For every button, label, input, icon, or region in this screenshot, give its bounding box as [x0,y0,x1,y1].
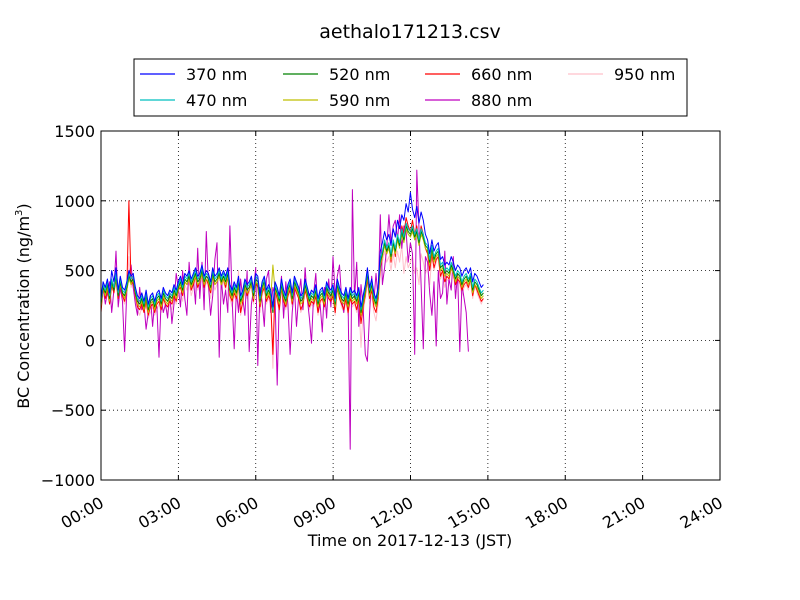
series-line-520-nm [100,225,484,313]
legend-label: 880 nm [471,91,532,110]
y-axis-label: BC Concentration (ng/m3) [14,203,33,408]
y-axis-label-superscript: 3 [14,210,25,216]
legend: 370 nm 520 nm 660 nm 950 nm 470 nm 590 nm 880 … [133,58,688,117]
legend-box [133,58,688,117]
series-layer [100,169,484,450]
series-line-470-nm [100,222,484,311]
x-axis-label: Time on 2017-12-13 (JST) [307,531,512,550]
legend-label: 660 nm [471,65,532,84]
series-line-370-nm [100,191,484,308]
y-tick-label: 1000 [54,192,95,211]
y-tick-label: 1500 [54,122,95,141]
y-axis-label-main: BC Concentration (ng/m [14,216,33,409]
y-tick-label: −500 [51,401,95,420]
chart-title: aethalo171213.csv [319,21,501,43]
legend-label: 950 nm [614,65,675,84]
legend-label: 470 nm [186,91,247,110]
y-axis-label-close: ) [14,203,33,209]
y-tick-label: −1000 [41,471,95,490]
legend-label: 520 nm [329,65,390,84]
series-line-590-nm [100,228,484,316]
y-tick-label: 500 [64,262,95,281]
legend-label: 370 nm [186,65,247,84]
legend-label: 590 nm [329,91,390,110]
y-tick-label: 0 [85,331,95,350]
